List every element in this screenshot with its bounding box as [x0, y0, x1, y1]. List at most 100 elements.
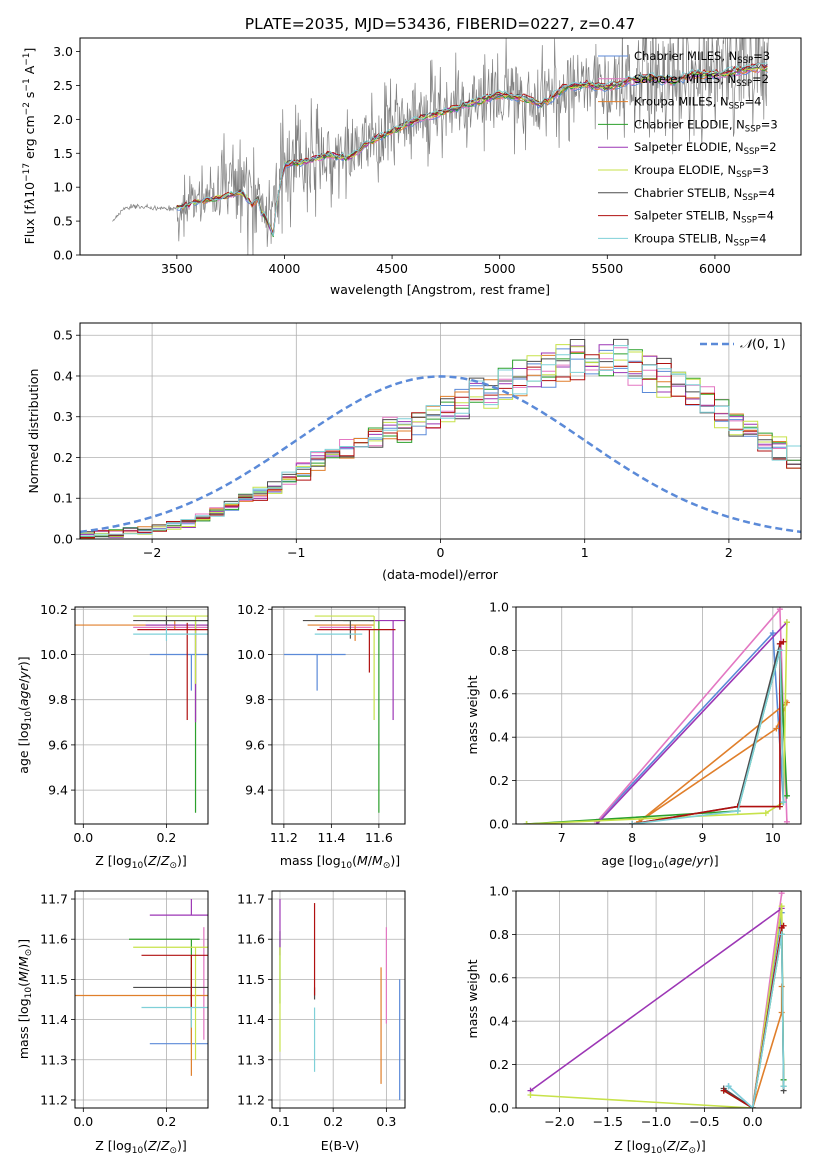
age-vs-mass-axes-frame: [271, 606, 406, 825]
weight-point-marker: [593, 821, 600, 824]
y-tick-label: 1.0: [489, 884, 509, 899]
residuals-y-label: Normed distribution: [26, 369, 41, 494]
age-vs-metallicity-plot-area: [75, 615, 208, 813]
normal-curve-legend-label: 𝒩(0, 1): [740, 336, 786, 351]
y-tick-label: 9.4: [48, 783, 68, 798]
weight-series-line: [631, 641, 784, 824]
legend-entry-label: Salpeter MILES, NSSP=2: [634, 72, 769, 89]
mass-vs-metallicity-panel: 0.0 0.2 11.2 11.3 11.4 11.5 11.6 11.7 Z [log10(…: [16, 890, 209, 1156]
x-tick-label: 0.2: [156, 830, 176, 845]
age-vs-metallicity-tick-labels: 0.0 0.2 9.4 9.6 9.8 10.0 10.2: [40, 602, 176, 845]
error-bar-point: [129, 938, 200, 1000]
y-tick-label: 10.0: [237, 647, 265, 662]
weight-vs-metallicity-axes-frame: [515, 890, 802, 1109]
y-tick-label: 11.7: [40, 892, 68, 907]
weight-point-marker: [776, 803, 783, 810]
mass-vs-metallicity-grid: [75, 891, 208, 1108]
legend-entry-label: Kroupa STELIB, NSSP=4: [634, 231, 766, 248]
x-tick-label: 5000: [484, 261, 516, 276]
spectrum-panel: 3500 4000 4500 5000 5500 6000 0.0 0.5 1.0 1.5 2.0 2…: [22, 37, 802, 297]
weight-vs-age-panel: 7 8 9 10 0.0 0.2 0.4 0.6 0.8 1.0 age [log10(age/y…: [465, 600, 802, 871]
weight-series-line: [631, 643, 785, 824]
x-tick-label: 0.2: [156, 1114, 176, 1129]
spectrum-axes-frame: [79, 37, 802, 256]
y-tick-label: 0.2: [489, 773, 509, 788]
observed-spectrum-line: [112, 38, 769, 255]
x-tick-label: 11.6: [365, 830, 393, 845]
error-bar-point: [133, 616, 208, 626]
x-tick-label: 0.0: [73, 830, 93, 845]
weight-series-line: [727, 934, 785, 1108]
spectrum-y-label: Flux [fλ10−17 erg cm−2 s−1 A−1]: [22, 48, 37, 245]
legend-entry-label: Salpeter STELIB, NSSP=4: [634, 209, 774, 226]
y-tick-label: 11.2: [237, 1092, 265, 1107]
age-vs-metallicity-panel: 0.0 0.29.49.69.810.010.2 Z [log10(Z/Z⊙)] …: [16, 602, 209, 871]
y-tick-label: 0.2: [53, 450, 73, 465]
error-bar-point: [133, 627, 208, 641]
mass-vs-extinction-tick-labels: 0.1 0.2 0.3 11.2 11.3 11.4 11.5 11.6 11.7: [237, 892, 396, 1129]
weight-point-marker: [778, 931, 785, 938]
x-tick-label: 9: [699, 830, 707, 845]
x-tick-label: −2.0: [544, 1114, 574, 1129]
weight-series: [720, 924, 787, 1108]
y-tick-label: 0.5: [53, 214, 73, 229]
age-vs-mass-plot-area: [283, 615, 405, 813]
error-bar-point: [369, 619, 405, 721]
x-tick-label: 1: [581, 545, 589, 560]
weight-point-marker: [762, 810, 769, 817]
figure-title: PLATE=2035, MJD=53436, FIBERID=0227, z=0…: [245, 15, 635, 33]
error-bar-point: [314, 615, 375, 721]
error-bar-point: [141, 954, 208, 1008]
spectrum-plot-area: [112, 38, 769, 255]
error-bar-point: [137, 622, 208, 721]
weight-series-line: [530, 906, 785, 1108]
legend-entry-label: Salpeter ELODIE, NSSP=2: [634, 140, 777, 157]
weight-point-marker: [769, 630, 776, 637]
age-vs-mass-x-label: mass [log10(M/M⊙)]: [280, 853, 400, 871]
error-bar-point: [133, 615, 208, 684]
weight-point-marker: [780, 1083, 787, 1090]
x-tick-label: 0.2: [323, 1114, 343, 1129]
residual-histogram-step: [80, 345, 801, 539]
x-tick-label: −1: [287, 545, 305, 560]
x-tick-label: −2: [143, 545, 161, 560]
y-tick-label: 0.3: [53, 409, 73, 424]
mass-vs-metallicity-y-label: mass [log10(M/M⊙)]: [16, 939, 34, 1059]
x-tick-label: 4500: [376, 261, 408, 276]
error-bar-point: [145, 624, 208, 723]
mass-vs-metallicity-x-label: Z [log10(Z/Z⊙)]: [95, 1138, 187, 1156]
weight-point-marker: [720, 1087, 727, 1094]
x-tick-label: 7: [558, 830, 566, 845]
age-vs-mass-panel: 11.2 11.4 11.6 9.4 9.6 9.8 10.0 10.2 mass [log1…: [237, 602, 406, 871]
error-bar-point: [307, 624, 375, 641]
weight-point-marker: [780, 922, 787, 929]
residuals-x-label: (data-model)/error: [382, 567, 499, 582]
error-bar-point: [133, 986, 208, 1008]
x-tick-label: 8: [628, 830, 636, 845]
weight-series-line: [632, 650, 785, 824]
weight-point-marker: [780, 799, 787, 806]
age-vs-metallicity-grid: [75, 607, 208, 824]
normal-distribution-curve: [80, 375, 801, 534]
weight-point-marker: [527, 1091, 534, 1098]
error-bar-point: [141, 1006, 208, 1028]
spectrum-legend: Chabrier MILES, NSSP=3 Salpeter MILES, NS…: [598, 49, 778, 248]
spectrum-x-label: wavelength [Angstrom, rest frame]: [330, 282, 550, 297]
legend-entry-label: Kroupa ELODIE, NSSP=3: [634, 163, 769, 180]
weight-point-marker: [783, 619, 790, 626]
y-tick-label: 9.6: [48, 737, 68, 752]
mass-vs-metallicity-plot-area: [75, 899, 208, 1076]
weight-series-line: [596, 621, 788, 824]
y-tick-label: 0.0: [489, 817, 509, 832]
y-tick-label: 11.2: [40, 1092, 68, 1107]
weight-vs-metallicity-y-label: mass weight: [465, 959, 480, 1038]
weight-vs-age-grid: [516, 606, 801, 825]
weight-vs-metallicity-tick-labels: −2.0 −1.5 −1.0 −0.5 0.0 0.0 0.2 0.4 0.6 0.8 1.0: [489, 884, 763, 1130]
y-tick-label: 11.6: [237, 932, 265, 947]
y-tick-label: 0.4: [53, 368, 73, 383]
x-tick-label: 4000: [269, 261, 301, 276]
age-vs-mass-grid: [272, 607, 405, 824]
legend-entry-label: Chabrier MILES, NSSP=3: [634, 49, 770, 66]
mass-vs-extinction-axes-frame: [271, 890, 406, 1109]
